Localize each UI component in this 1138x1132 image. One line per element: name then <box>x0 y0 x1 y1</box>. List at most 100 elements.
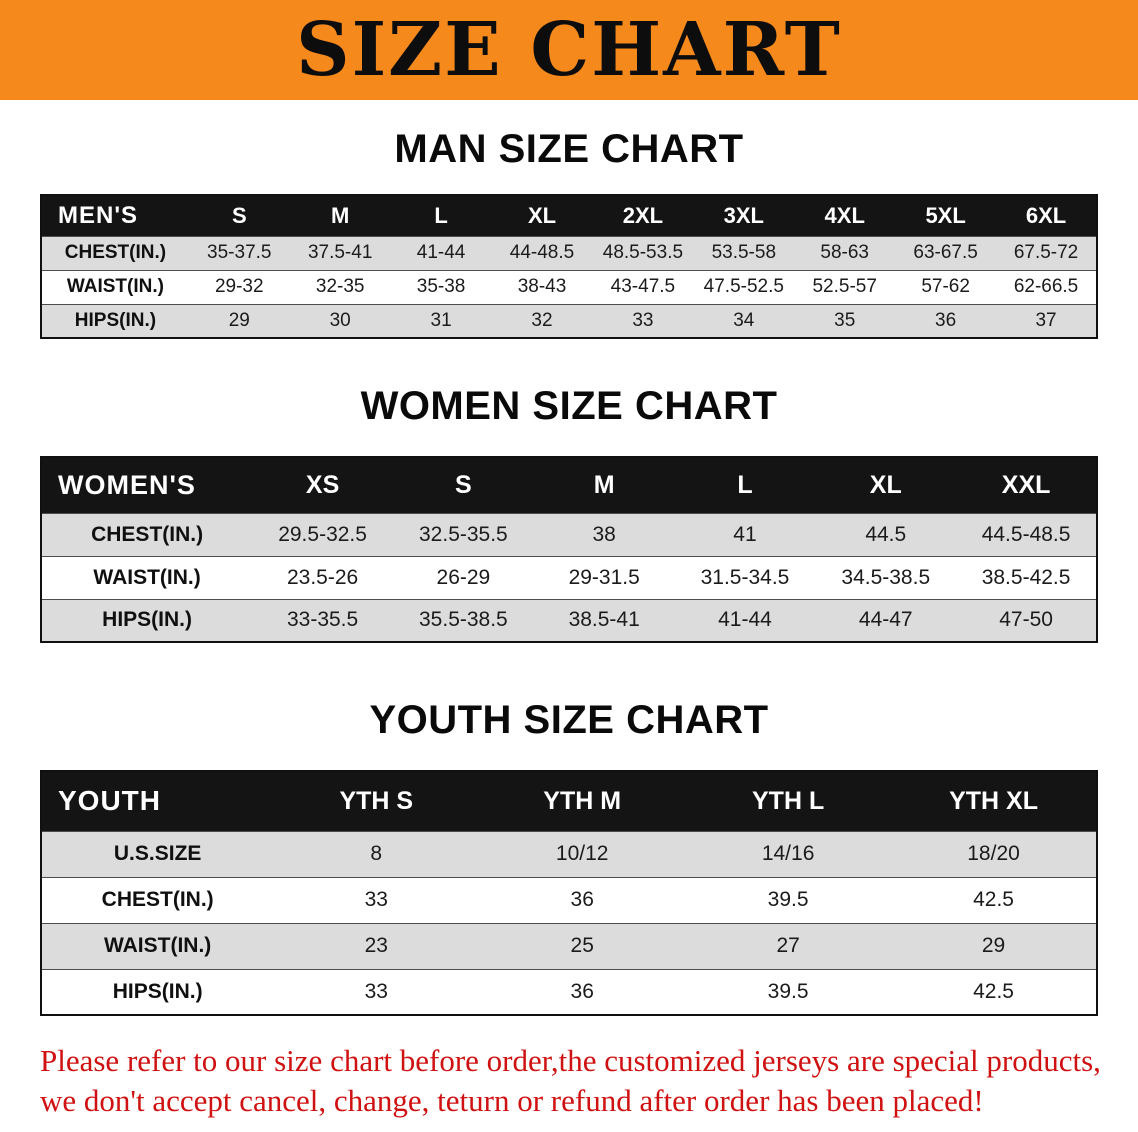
table-header-row: WOMEN'S XS S M L XL XXL <box>41 457 1097 513</box>
title-banner: SIZE CHART <box>0 0 1138 100</box>
size-value: 42.5 <box>973 888 1014 911</box>
size-value: 29-32 <box>214 276 264 297</box>
size-value: 36 <box>935 309 957 331</box>
size-column-header: S <box>188 195 290 236</box>
size-value: 35-37.5 <box>207 242 272 263</box>
size-value: 32 <box>531 309 553 331</box>
size-column-header: 5XL <box>895 195 997 236</box>
row-label: HIPS(IN.) <box>112 979 203 1003</box>
youth-table-title: YOUTH <box>41 771 274 831</box>
women-size-table: WOMEN'S XS S M L XL XXL CHEST(IN.) 29.5-32.5 32.5… <box>40 456 1098 643</box>
size-value: 53.5-58 <box>711 242 777 263</box>
size-column-header: S <box>392 457 534 513</box>
size-value: 29-31.5 <box>568 565 640 589</box>
size-value: 29 <box>228 309 250 331</box>
size-value: 27 <box>776 934 800 957</box>
row-label: U.S.SIZE <box>113 842 202 865</box>
youth-size-table: YOUTH YTH S YTH M YTH L YTH XL U.S.SIZE 8 10/12… <box>40 770 1098 1016</box>
men-section-heading: MAN SIZE CHART <box>394 127 744 171</box>
size-value: 14/16 <box>761 842 815 865</box>
men-table-container: MEN'S S M L XL 2XL 3XL 4XL 5XL 6XL CHEST(IN.) 35-37… <box>40 194 1098 339</box>
size-value: 36 <box>570 888 594 911</box>
table-row: HIPS(IN.) 29 30 31 32 33 34 35 36 37 <box>41 304 1097 338</box>
size-value: 47.5-52.5 <box>703 276 784 297</box>
row-label: CHEST(IN.) <box>91 522 204 546</box>
size-column-header: YTH L <box>685 771 892 831</box>
size-value: 44.5-48.5 <box>981 522 1071 546</box>
size-value: 18/20 <box>967 842 1020 865</box>
size-value: 23 <box>364 934 388 957</box>
size-column-header: 2XL <box>592 195 694 236</box>
size-value: 57-62 <box>921 276 970 297</box>
size-value: 67.5-72 <box>1013 242 1079 263</box>
women-table-title: WOMEN'S <box>41 457 253 513</box>
page-title: SIZE CHART <box>296 7 842 93</box>
size-value: 62-66.5 <box>1013 276 1079 297</box>
size-value: 30 <box>329 309 351 331</box>
size-value: 44.5 <box>865 522 907 546</box>
row-label: WAIST(IN.) <box>103 934 212 957</box>
size-column-header: XL <box>815 457 957 513</box>
size-value: 32.5-35.5 <box>419 522 508 546</box>
size-value: 25 <box>570 934 594 957</box>
table-header-row: MEN'S S M L XL 2XL 3XL 4XL 5XL 6XL <box>41 195 1097 236</box>
disclaimer-line-2: we don't accept cancel, change, teturn o… <box>40 1083 984 1119</box>
table-row: WAIST(IN.) 29-32 32-35 35-38 38-43 43-47.5 47.… <box>41 270 1097 304</box>
size-value: 29.5-32.5 <box>278 522 367 546</box>
size-value: 52.5-57 <box>812 276 877 297</box>
table-row: CHEST(IN.) 29.5-32.5 32.5-35.5 38 41 44.5 44.5… <box>41 513 1097 556</box>
size-value: 44-48.5 <box>509 242 575 263</box>
row-label: WAIST(IN.) <box>66 276 164 297</box>
women-section-heading: WOMEN SIZE CHART <box>360 384 778 428</box>
size-value: 41-44 <box>416 242 466 263</box>
row-label: CHEST(IN.) <box>64 242 167 263</box>
size-value: 26-29 <box>436 565 491 589</box>
size-value: 10/12 <box>555 842 609 865</box>
table-header-row: YOUTH YTH S YTH M YTH L YTH XL <box>41 771 1097 831</box>
size-column-header: L <box>390 195 492 236</box>
table-row: WAIST(IN.) 23 25 27 29 <box>41 923 1097 969</box>
size-value: 38.5-42.5 <box>981 565 1071 589</box>
size-column-header: L <box>674 457 816 513</box>
size-value: 35.5-38.5 <box>419 608 508 632</box>
size-value: 33 <box>632 309 654 331</box>
table-row: HIPS(IN.) 33-35.5 35.5-38.5 38.5-41 41-44 44-… <box>41 599 1097 642</box>
size-value: 47-50 <box>999 608 1053 632</box>
size-value: 39.5 <box>767 888 809 911</box>
size-value: 31 <box>430 309 452 331</box>
size-value: 37.5-41 <box>307 242 373 263</box>
size-value: 41-44 <box>718 608 772 632</box>
size-column-header: YTH S <box>273 771 480 831</box>
size-value: 44-47 <box>858 608 913 632</box>
size-value: 33 <box>364 888 388 911</box>
disclaimer-line-1: Please refer to our size chart before or… <box>40 1043 1101 1078</box>
row-label: WAIST(IN.) <box>93 565 201 589</box>
size-value: 63-67.5 <box>913 242 978 263</box>
size-column-header: 6XL <box>996 195 1097 236</box>
size-value: 23.5-26 <box>286 565 359 589</box>
row-label: HIPS(IN.) <box>74 309 157 331</box>
size-value: 33-35.5 <box>286 608 359 632</box>
women-table-container: WOMEN'S XS S M L XL XXL CHEST(IN.) 29.5-32.5 32.5… <box>40 456 1098 643</box>
size-value: 8 <box>370 842 383 865</box>
size-column-header: M <box>289 195 391 236</box>
size-value: 34.5-38.5 <box>841 565 931 589</box>
size-column-header: 3XL <box>693 195 795 236</box>
size-value: 33 <box>364 979 388 1003</box>
size-column-header: 4XL <box>794 195 896 236</box>
size-value: 41 <box>733 522 757 546</box>
size-value: 38 <box>592 522 616 546</box>
size-value: 58-63 <box>820 242 870 263</box>
table-row: WAIST(IN.) 23.5-26 26-29 29-31.5 31.5-34.5 34… <box>41 556 1097 599</box>
size-value: 37 <box>1035 309 1057 331</box>
table-row: HIPS(IN.) 33 36 39.5 42.5 <box>41 969 1097 1015</box>
size-value: 42.5 <box>973 979 1014 1003</box>
size-value: 35-38 <box>416 276 466 297</box>
size-column-header: YTH M <box>479 771 686 831</box>
table-row: CHEST(IN.) 35-37.5 37.5-41 41-44 44-48.5 48.5… <box>41 236 1097 270</box>
size-value: 34 <box>733 309 755 331</box>
size-value: 48.5-53.5 <box>602 242 684 263</box>
youth-section-heading: YOUTH SIZE CHART <box>369 698 769 742</box>
size-value: 32-35 <box>315 276 365 297</box>
disclaimer-text: Please refer to our size chart before or… <box>40 1041 1108 1122</box>
